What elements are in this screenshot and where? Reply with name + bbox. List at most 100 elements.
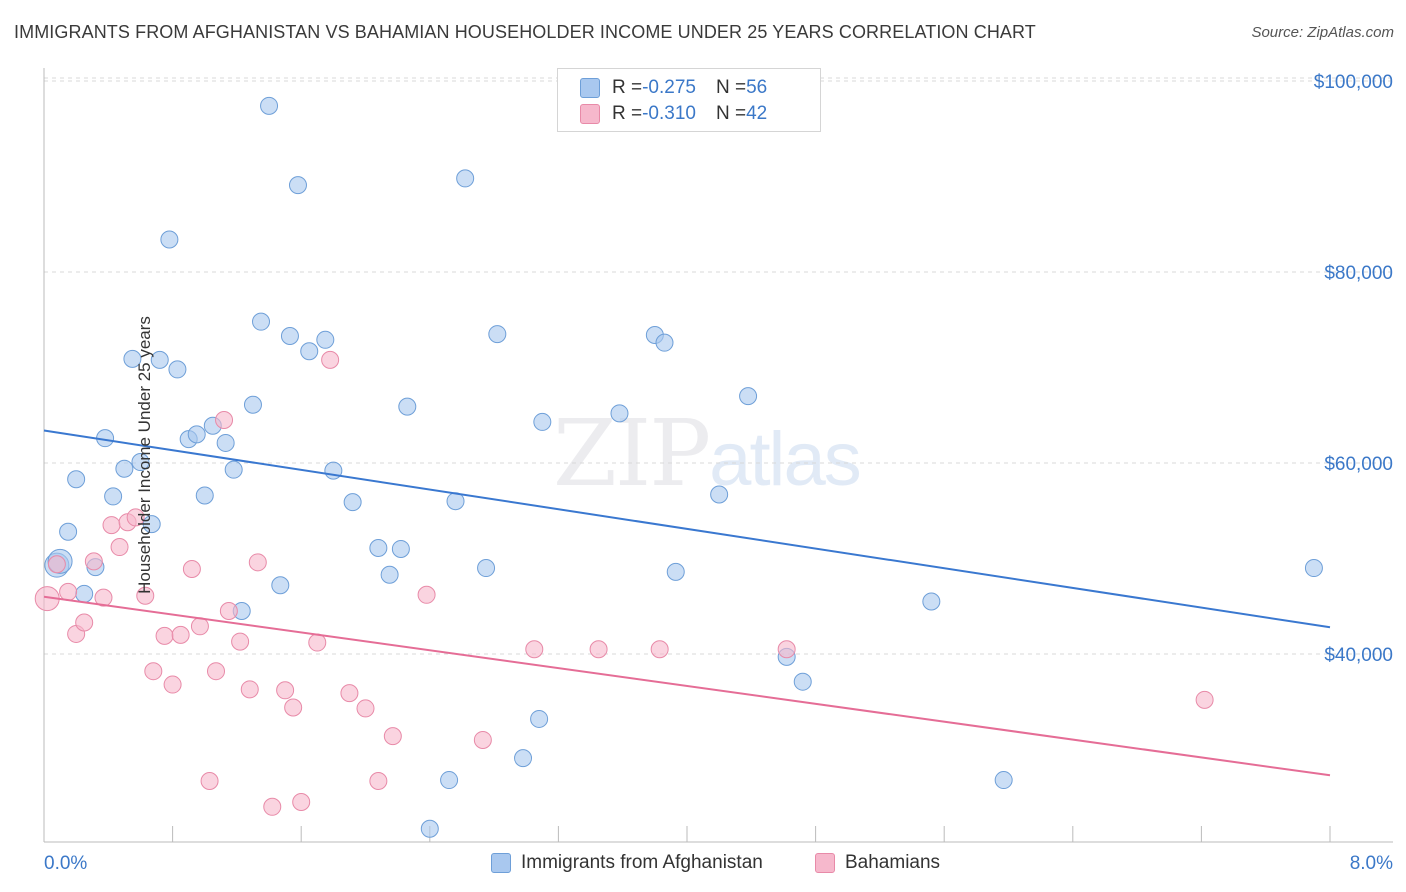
legend-r-value: -0.275 bbox=[642, 77, 696, 98]
legend-swatch-afghanistan bbox=[491, 853, 511, 873]
afghanistan-point bbox=[224, 460, 243, 479]
watermark-atlas: atlas bbox=[709, 417, 862, 502]
bahamians-point bbox=[84, 552, 103, 571]
afghanistan-point bbox=[195, 486, 214, 505]
y-tick-label: $40,000 bbox=[1324, 645, 1393, 666]
afghanistan-point bbox=[187, 425, 206, 444]
bahamians-point bbox=[215, 411, 234, 430]
bahamians-point bbox=[207, 662, 226, 681]
legend-swatch-bahamians bbox=[815, 853, 835, 873]
bahamians-point bbox=[190, 617, 209, 636]
afghanistan-point bbox=[398, 397, 417, 416]
afghanistan-point bbox=[456, 169, 475, 188]
bahamians-point bbox=[248, 553, 267, 572]
afghanistan-point bbox=[380, 565, 399, 584]
legend-label-bahamians: Bahamians bbox=[845, 852, 941, 873]
afghanistan-point bbox=[280, 326, 299, 345]
legend-n-label: N = bbox=[715, 103, 747, 124]
afghanistan-point bbox=[243, 395, 262, 414]
bahamians-point bbox=[369, 772, 388, 791]
afghanistan-point bbox=[59, 522, 78, 541]
afghanistan-point bbox=[610, 404, 629, 423]
afghanistan-point bbox=[160, 230, 179, 249]
bahamians-point bbox=[59, 582, 78, 601]
afghanistan-point bbox=[67, 470, 86, 489]
legend-r-value: -0.310 bbox=[642, 103, 696, 124]
legend-r-label: R = bbox=[612, 103, 643, 124]
bahamians-point bbox=[1195, 690, 1214, 709]
series-legend: Immigrants from Afghanistan Bahamians bbox=[0, 852, 1406, 878]
legend-swatch-afghanistan bbox=[580, 78, 600, 98]
afghanistan-point bbox=[300, 342, 319, 361]
afghanistan-point bbox=[123, 349, 142, 368]
bahamians-point bbox=[321, 350, 340, 369]
afghanistan-point bbox=[168, 360, 187, 379]
legend-n-value: 42 bbox=[746, 103, 768, 124]
afghanistan-trend-line bbox=[43, 429, 1331, 629]
afghanistan-point bbox=[260, 96, 279, 115]
bahamians-point bbox=[473, 730, 492, 749]
afghanistan-point bbox=[271, 576, 290, 595]
correlation-legend: R = -0.275 N = 56 R = -0.310 N = 42 bbox=[557, 68, 821, 132]
afghanistan-point bbox=[739, 387, 758, 406]
afghanistan-point bbox=[710, 485, 729, 504]
y-tick-label: $60,000 bbox=[1324, 454, 1393, 475]
afghanistan-point bbox=[533, 412, 552, 431]
bahamians-point bbox=[525, 640, 544, 659]
legend-label-afghanistan: Immigrants from Afghanistan bbox=[521, 852, 763, 873]
afghanistan-point bbox=[488, 325, 507, 344]
bahamians-point bbox=[94, 588, 113, 607]
bahamians-point bbox=[356, 699, 375, 718]
afghanistan-point bbox=[420, 819, 439, 838]
bahamians-point bbox=[308, 633, 327, 652]
bahamians-trend-line bbox=[43, 595, 1331, 777]
bahamians-point bbox=[102, 516, 121, 535]
x-tick-label: 0.0% bbox=[44, 853, 87, 874]
bahamians-point bbox=[110, 538, 129, 557]
legend-item-afghanistan: Immigrants from Afghanistan bbox=[491, 852, 763, 874]
afghanistan-point bbox=[252, 312, 271, 331]
afghanistan-point bbox=[477, 559, 496, 578]
y-tick-label: $80,000 bbox=[1324, 263, 1393, 284]
source-label: Source: ZipAtlas.com bbox=[1251, 24, 1394, 41]
bahamians-point bbox=[383, 727, 402, 746]
bahamians-point bbox=[126, 508, 145, 527]
bahamians-point bbox=[284, 698, 303, 717]
afghanistan-point bbox=[115, 459, 134, 478]
chart-title: IMMIGRANTS FROM AFGHANISTAN VS BAHAMIAN … bbox=[14, 22, 1036, 42]
legend-swatch-bahamians bbox=[580, 104, 600, 124]
bahamians-point bbox=[171, 625, 190, 644]
bahamians-point bbox=[231, 632, 250, 651]
bahamians-point bbox=[200, 772, 219, 791]
bahamians-point bbox=[47, 555, 66, 574]
bahamians-point bbox=[240, 680, 259, 699]
bahamians-point bbox=[263, 797, 282, 816]
afghanistan-point bbox=[666, 562, 685, 581]
afghanistan-point bbox=[216, 433, 235, 452]
afghanistan-point bbox=[288, 176, 307, 195]
afghanistan-point bbox=[793, 672, 812, 691]
bahamians-point bbox=[340, 684, 359, 703]
legend-n-value: 56 bbox=[746, 77, 768, 98]
bahamians-point bbox=[650, 640, 669, 659]
legend-row-afghanistan: R = -0.275 N = 56 bbox=[580, 77, 767, 99]
afghanistan-point bbox=[104, 487, 123, 506]
legend-n-label: N = bbox=[715, 77, 747, 98]
bahamians-point bbox=[144, 662, 163, 681]
afghanistan-point bbox=[343, 493, 362, 512]
bahamians-point bbox=[589, 640, 608, 659]
afghanistan-point bbox=[369, 538, 388, 557]
bahamians-point bbox=[155, 626, 174, 645]
bahamians-point bbox=[136, 586, 155, 605]
afghanistan-point bbox=[440, 771, 459, 790]
bahamians-point bbox=[163, 675, 182, 694]
x-tick-label: 8.0% bbox=[1350, 853, 1393, 874]
legend-row-bahamians: R = -0.310 N = 42 bbox=[580, 103, 767, 125]
bahamians-point bbox=[276, 681, 295, 700]
afghanistan-point bbox=[994, 771, 1013, 790]
afghanistan-point bbox=[655, 333, 674, 352]
y-axis-label: Householder Income Under 25 years bbox=[134, 316, 154, 594]
afghanistan-point bbox=[1304, 559, 1323, 578]
watermark: ZIPatlas bbox=[553, 400, 862, 507]
